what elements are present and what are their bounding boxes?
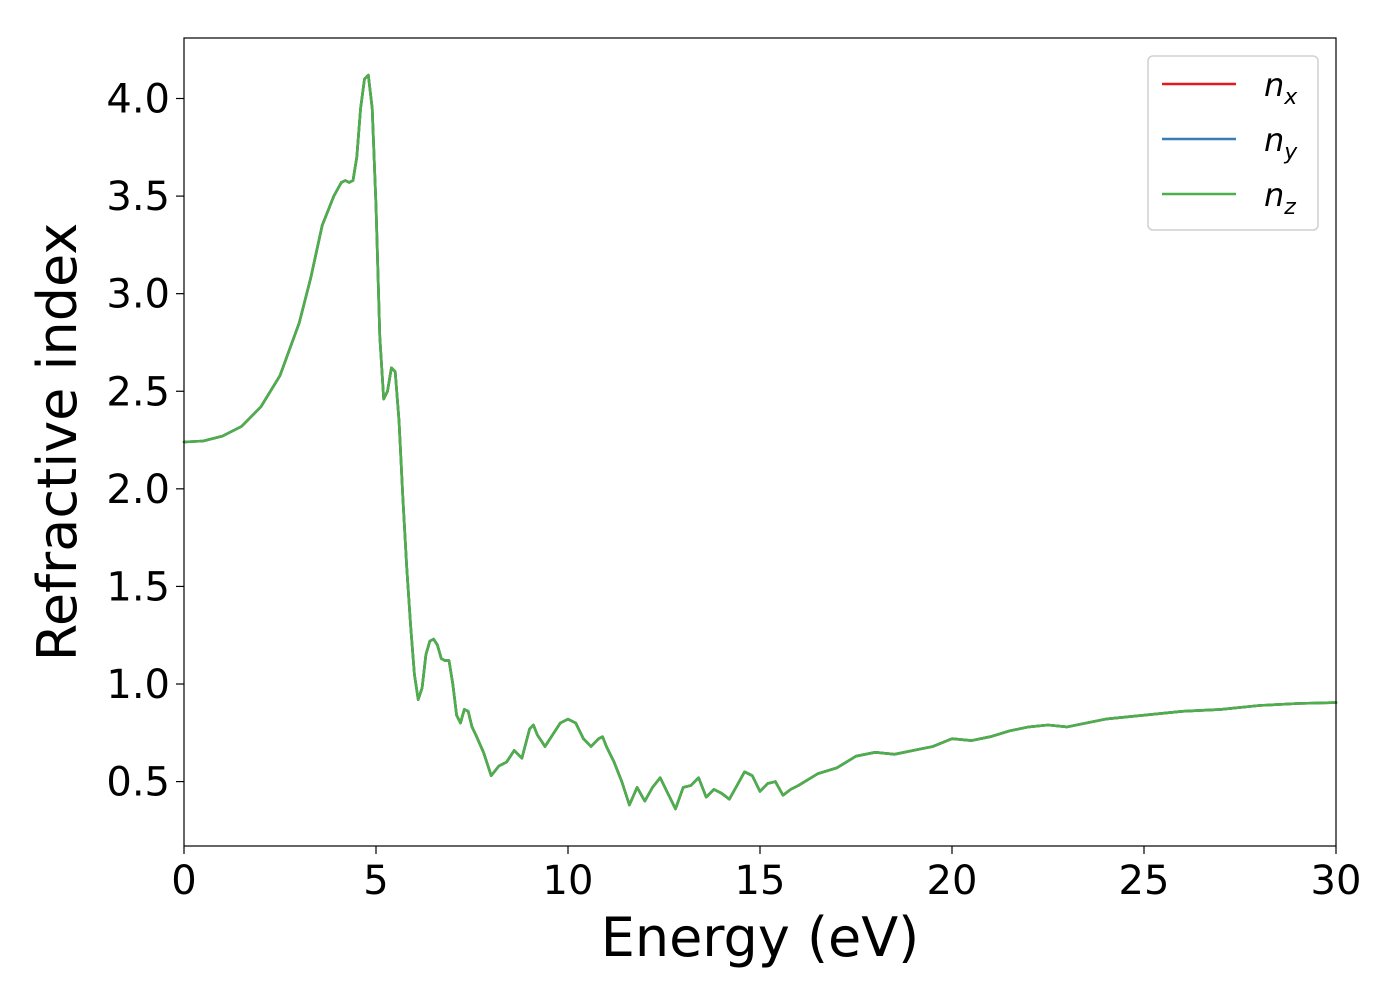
x-tick-label: 0 — [171, 858, 196, 904]
x-tick-label: 20 — [927, 858, 978, 904]
y-tick-label: 3.5 — [106, 174, 170, 220]
series-layer — [182, 73, 1338, 811]
x-axis-label: Energy (eV) — [601, 906, 920, 969]
y-tick-label: 1.0 — [106, 662, 170, 708]
x-tick-label: 5 — [363, 858, 388, 904]
y-tick-label: 4.0 — [106, 77, 170, 123]
legend-frame — [1147, 55, 1319, 231]
y-tick-label: 3.0 — [106, 272, 170, 318]
x-tick-label: 30 — [1311, 858, 1362, 904]
y-tick-label: 2.5 — [106, 369, 170, 415]
y-tick-label: 1.5 — [106, 564, 170, 610]
x-tick-label: 25 — [1119, 858, 1170, 904]
legend: nx ny nz — [1147, 55, 1319, 231]
legend-label-y: ny — [1264, 121, 1298, 165]
y-axis-label: Refractive index — [26, 223, 89, 662]
plot-area — [182, 37, 1338, 847]
y-axis-ticks: 0.5 1.0 1.5 2.0 2.5 3.0 3.5 4.0 — [106, 77, 184, 806]
x-tick-label: 15 — [735, 858, 786, 904]
legend-label-x: nx — [1264, 66, 1298, 110]
x-axis-ticks: 0 5 10 15 20 25 30 — [171, 846, 1361, 904]
y-tick-label: 2.0 — [106, 467, 170, 513]
y-tick-label: 0.5 — [106, 760, 170, 806]
x-tick-label: 10 — [543, 858, 594, 904]
series-line-z — [182, 73, 1338, 811]
legend-label-z: nz — [1264, 176, 1296, 220]
